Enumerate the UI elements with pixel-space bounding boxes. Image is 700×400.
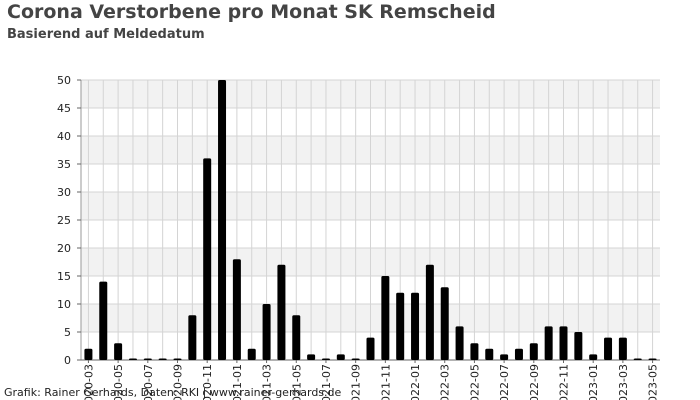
bar-2022-09 — [529, 343, 538, 360]
x-tick-label: 2020-07 — [142, 364, 155, 400]
y-tick-label: 20 — [57, 242, 71, 255]
x-tick-label: 2021-11 — [379, 364, 392, 400]
bar-2021-07 — [321, 358, 330, 360]
chart-title: Corona Verstorbene pro Monat SK Remschei… — [7, 1, 496, 23]
bar-2021-06 — [307, 354, 316, 360]
bar-2022-05 — [470, 343, 479, 360]
bar-2021-02 — [247, 348, 256, 360]
bar-2022-03 — [440, 287, 449, 360]
bar-2022-02 — [425, 264, 434, 360]
bar-2022-08 — [514, 348, 523, 360]
bar-2020-04 — [99, 281, 108, 360]
y-tick-label: 50 — [57, 74, 71, 87]
bar-2021-11 — [381, 276, 390, 360]
bar-2021-08 — [336, 354, 345, 360]
source-credit: Grafik: Rainer Gerhards, Daten: RKI | ww… — [4, 386, 342, 399]
bar-2020-12 — [218, 80, 227, 360]
x-tick-label: 2022-09 — [528, 364, 541, 400]
y-tick-label: 30 — [57, 186, 71, 199]
bar-2020-11 — [203, 158, 212, 360]
bar-2023-03 — [618, 337, 627, 360]
bar-2020-10 — [188, 315, 197, 360]
bar-2021-04 — [277, 264, 286, 360]
bar-2020-03 — [84, 348, 93, 360]
bar-2023-05 — [648, 358, 657, 360]
x-tick-label: 2022-03 — [439, 364, 452, 400]
bar-2021-09 — [351, 358, 360, 360]
x-tick-label: 2022-01 — [409, 364, 422, 400]
x-tick-label: 2020-05 — [112, 364, 125, 400]
x-tick-label: 2020-11 — [201, 364, 214, 400]
bar-2021-01 — [232, 259, 241, 360]
y-tick-label: 35 — [57, 158, 71, 171]
y-tick-label: 25 — [57, 214, 71, 227]
x-tick-label: 2022-05 — [468, 364, 481, 400]
bar-2021-12 — [396, 292, 405, 360]
bar-2022-04 — [455, 326, 464, 360]
bar-2023-01 — [589, 354, 598, 360]
bar-2021-03 — [262, 304, 271, 360]
bar-2022-12 — [574, 332, 583, 360]
x-tick-label: 2022-07 — [498, 364, 511, 400]
bar-2021-10 — [366, 337, 375, 360]
x-tick-label: 2021-01 — [231, 364, 244, 400]
bar-2020-08 — [158, 358, 167, 360]
bar-2020-05 — [114, 343, 123, 360]
bar-series — [84, 80, 657, 360]
y-axis-ticks: 0 5 10 15 20 25 30 35 40 45 50 — [57, 74, 81, 367]
y-tick-label: 10 — [57, 298, 71, 311]
y-tick-label: 5 — [64, 326, 71, 339]
x-tick-label: 2023-05 — [647, 364, 660, 400]
y-tick-label: 40 — [57, 130, 71, 143]
x-tick-label: 2020-09 — [172, 364, 185, 400]
bar-2022-01 — [411, 292, 420, 360]
x-tick-label: 2023-01 — [587, 364, 600, 400]
x-tick-label: 2021-09 — [350, 364, 363, 400]
y-tick-label: 0 — [64, 354, 71, 367]
bar-2022-11 — [559, 326, 568, 360]
bar-2020-06 — [128, 358, 137, 360]
x-tick-label: 2020-03 — [82, 364, 95, 400]
chart-subtitle: Basierend auf Meldedatum — [7, 27, 205, 42]
bar-2021-05 — [292, 315, 301, 360]
x-tick-label: 2022-11 — [558, 364, 571, 400]
x-tick-label: 2021-07 — [320, 364, 333, 400]
bar-2022-10 — [544, 326, 553, 360]
bar-2020-09 — [173, 358, 182, 360]
bar-2020-07 — [143, 358, 152, 360]
x-tick-label: 2023-03 — [617, 364, 630, 400]
bar-2023-04 — [633, 358, 642, 360]
y-tick-label: 15 — [57, 270, 71, 283]
x-axis-ticks: 2020-03 2020-05 2020-07 2020-09 2020-11 2021-… — [82, 360, 660, 400]
bar-2022-07 — [500, 354, 509, 360]
x-tick-label: 2021-05 — [290, 364, 303, 400]
bar-2022-06 — [485, 348, 494, 360]
bar-2023-02 — [604, 337, 613, 360]
y-tick-label: 45 — [57, 102, 71, 115]
x-tick-label: 2021-03 — [261, 364, 274, 400]
